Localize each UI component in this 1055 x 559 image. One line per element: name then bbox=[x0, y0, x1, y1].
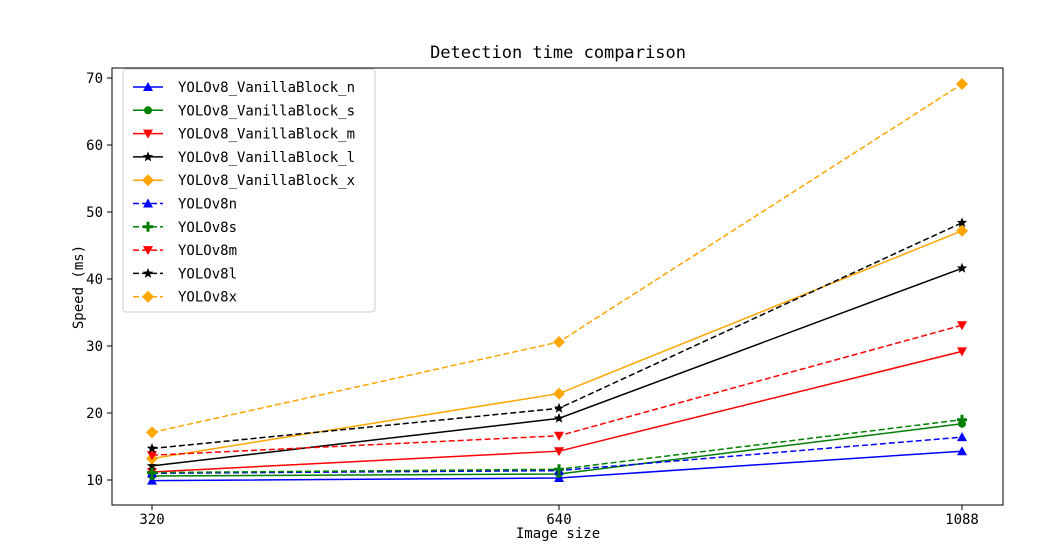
data-point bbox=[957, 432, 967, 442]
data-point bbox=[553, 387, 565, 400]
legend-label: YOLOv8_VanillaBlock_x bbox=[178, 173, 355, 189]
legend-marker bbox=[143, 129, 153, 139]
data-point bbox=[957, 414, 967, 425]
data-point bbox=[554, 447, 564, 457]
data-point bbox=[146, 426, 158, 439]
axes-frame bbox=[111, 67, 1004, 506]
x-axis: 320 640 1088 bbox=[139, 505, 979, 528]
data-point bbox=[146, 443, 158, 453]
data-point bbox=[956, 78, 968, 91]
x-tick-label: 640 bbox=[546, 512, 571, 528]
series-YOLOv8_VanillaBlock_l bbox=[146, 262, 968, 471]
legend-label: YOLOv8m bbox=[178, 243, 237, 259]
legend: YOLOv8_VanillaBlock_n YOLOv8_VanillaBlock… bbox=[122, 68, 376, 313]
legend-marker bbox=[142, 151, 154, 162]
legend-entry: YOLOv8_VanillaBlock_s bbox=[133, 103, 355, 119]
series-YOLOv8_VanillaBlock_m bbox=[147, 347, 967, 477]
legend-entry: YOLOv8s bbox=[133, 220, 237, 236]
legend-entry: YOLOv8l bbox=[133, 266, 237, 282]
y-tick-label: 40 bbox=[86, 272, 103, 288]
data-point bbox=[147, 451, 157, 461]
legend-entry: YOLOv8m bbox=[133, 243, 237, 259]
series-YOLOv8m bbox=[147, 321, 967, 461]
legend-marker bbox=[144, 106, 152, 115]
legend-marker bbox=[143, 198, 153, 208]
legend-label: YOLOv8n bbox=[178, 197, 237, 213]
legend-label: YOLOv8s bbox=[178, 220, 237, 236]
legend-marker bbox=[143, 221, 153, 232]
x-axis-label: Image size bbox=[516, 526, 600, 542]
series-YOLOv8x bbox=[146, 78, 968, 439]
y-tick-label: 60 bbox=[86, 138, 103, 154]
legend-label: YOLOv8_VanillaBlock_s bbox=[178, 103, 355, 119]
data-point bbox=[553, 335, 565, 348]
legend-label: YOLOv8l bbox=[178, 266, 237, 282]
data-point bbox=[554, 431, 564, 441]
x-tick-label: 320 bbox=[139, 512, 164, 528]
legend-entry: YOLOv8_VanillaBlock_l bbox=[133, 150, 355, 166]
data-point bbox=[147, 475, 157, 485]
data-point bbox=[957, 347, 967, 357]
y-tick-label: 30 bbox=[86, 339, 103, 355]
series-YOLOv8s bbox=[147, 414, 967, 478]
data-point bbox=[957, 446, 967, 456]
legend-label: YOLOv8x bbox=[178, 290, 237, 306]
chart-title: Detection time comparison bbox=[430, 43, 686, 63]
legend-marker bbox=[142, 267, 154, 278]
data-point bbox=[956, 224, 968, 237]
legend-entry: YOLOv8n bbox=[133, 197, 237, 213]
data-point bbox=[554, 464, 564, 475]
y-axis-label: Speed (ms) bbox=[71, 245, 87, 329]
data-point bbox=[553, 402, 565, 413]
series-YOLOv8l bbox=[146, 217, 968, 453]
data-point bbox=[957, 321, 967, 331]
plot-area bbox=[146, 78, 968, 485]
legend-label: YOLOv8_VanillaBlock_n bbox=[178, 80, 355, 96]
legend-marker bbox=[143, 82, 153, 91]
data-point bbox=[956, 262, 968, 273]
x-tick-label: 1088 bbox=[945, 512, 979, 528]
legend-marker bbox=[143, 246, 153, 256]
legend-entry: YOLOv8_VanillaBlock_m bbox=[133, 127, 355, 143]
data-point bbox=[147, 467, 157, 478]
legend-label: YOLOv8_VanillaBlock_m bbox=[178, 127, 355, 143]
legend-entry: YOLOv8_VanillaBlock_n bbox=[133, 80, 355, 96]
legend-label: YOLOv8_VanillaBlock_l bbox=[178, 150, 355, 166]
legend-box bbox=[122, 68, 376, 313]
legend-marker bbox=[142, 290, 154, 303]
legend-marker bbox=[142, 174, 154, 187]
y-tick-label: 10 bbox=[86, 473, 103, 489]
series-line bbox=[151, 418, 963, 474]
y-tick-label: 70 bbox=[86, 71, 103, 87]
legend-entry: YOLOv8x bbox=[133, 290, 237, 306]
data-point bbox=[956, 217, 968, 228]
y-tick-label: 50 bbox=[86, 205, 103, 221]
data-point bbox=[553, 412, 565, 423]
legend-entry: YOLOv8_VanillaBlock_x bbox=[133, 173, 355, 189]
y-tick-label: 20 bbox=[86, 406, 103, 422]
y-axis: 10 20 30 40 50 60 70 bbox=[86, 71, 112, 489]
data-point bbox=[146, 460, 158, 471]
